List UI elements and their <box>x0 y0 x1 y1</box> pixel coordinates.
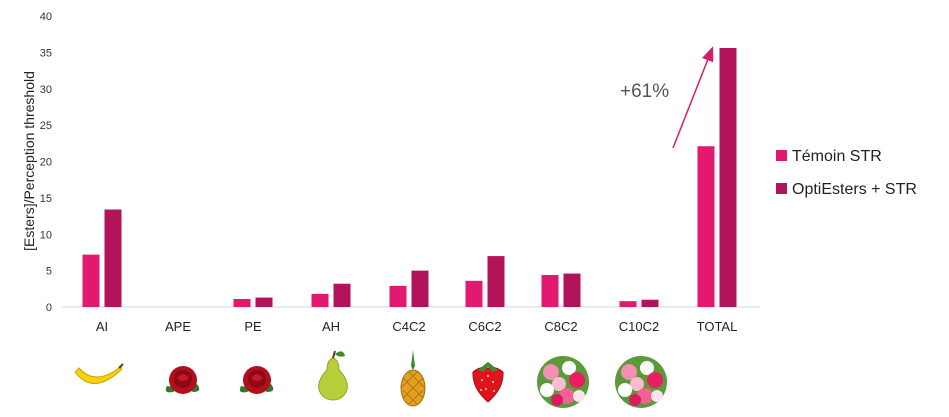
x-tick-label: PE <box>244 319 262 334</box>
y-tick-label: 35 <box>40 47 52 59</box>
bar-temoin-c6c2 <box>465 280 483 307</box>
pear-icon <box>318 350 348 401</box>
bar-optiesters-c6c2 <box>487 256 505 307</box>
category-icons <box>74 350 667 408</box>
x-tick-label: TOTAL <box>697 319 738 334</box>
x-axis-labels: AI APE PE AH C4C2 C6C2 C8C2 C10C2 TOTAL <box>96 319 738 334</box>
y-tick-label: 10 <box>40 229 52 241</box>
bar-temoin-c10c2 <box>619 301 637 307</box>
bar-temoin-pe <box>233 298 251 307</box>
y-tick-label: 20 <box>40 157 52 169</box>
bar-temoin-ah <box>311 293 329 307</box>
legend-label-optiesters: OptiEsters + STR <box>792 181 917 198</box>
x-tick-label: C6C2 <box>468 319 501 334</box>
bar-optiesters-ah <box>333 283 351 307</box>
strawberry-icon <box>472 362 504 403</box>
legend-swatch-temoin <box>776 150 787 161</box>
pineapple-icon <box>400 350 426 407</box>
bar-optiesters-c10c2 <box>641 299 659 307</box>
bar-temoin-ai <box>82 254 100 307</box>
bar-temoin-c4c2 <box>389 285 407 307</box>
annotation-label: +61% <box>620 81 669 102</box>
bar-optiesters-pe <box>255 297 273 307</box>
flower-bouquet-icon <box>615 356 667 408</box>
x-tick-label: C4C2 <box>392 319 425 334</box>
annotation-arrow <box>672 46 714 149</box>
y-tick-label: 5 <box>46 266 52 278</box>
legend: Témoin STR OptiEsters + STR <box>776 148 917 198</box>
flower-bouquet-icon <box>537 356 589 408</box>
y-tick-label: 25 <box>40 120 52 132</box>
x-tick-label: AH <box>322 319 340 334</box>
bar-optiesters-total <box>719 48 737 307</box>
y-tick-label: 0 <box>46 302 52 314</box>
y-axis: 0 5 10 15 20 25 30 35 40 <box>40 11 760 314</box>
bar-optiesters-ai <box>104 209 122 307</box>
legend-label-temoin: Témoin STR <box>792 148 882 165</box>
bar-temoin-total <box>697 146 715 307</box>
y-tick-label: 40 <box>40 11 52 23</box>
rose-icon <box>165 366 200 394</box>
x-tick-label: AI <box>96 319 108 334</box>
x-tick-label: C10C2 <box>619 319 659 334</box>
legend-swatch-optiesters <box>776 183 787 194</box>
y-tick-label: 15 <box>40 193 52 205</box>
bar-optiesters-c4c2 <box>411 270 429 307</box>
x-tick-label: C8C2 <box>544 319 577 334</box>
banana-icon <box>74 363 124 384</box>
bar-temoin-c8c2 <box>541 274 559 307</box>
x-tick-label: APE <box>165 319 191 334</box>
bar-optiesters-c8c2 <box>563 273 581 307</box>
y-axis-label: [Esters]/Perception threshold <box>21 71 37 251</box>
y-tick-label: 30 <box>40 84 52 96</box>
rose-icon <box>239 366 274 394</box>
bars <box>82 48 737 307</box>
